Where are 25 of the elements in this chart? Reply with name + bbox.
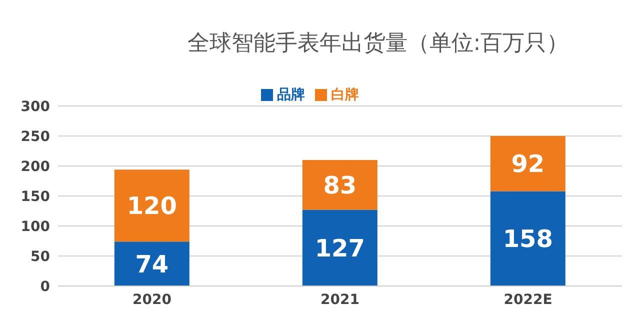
x-tick-label: 2022E [504,292,552,308]
y-tick-label: 0 [40,278,50,295]
y-tick-label: 100 [20,218,50,235]
y-tick-label: 300 [20,98,50,115]
y-tick-label: 150 [20,188,50,205]
data-label: 74 [135,250,169,278]
data-label: 127 [314,234,365,262]
chart-title: 全球智能手表年出货量（单位:百万只） [186,30,570,58]
bar [114,242,190,286]
x-tick-label: 2021 [320,292,360,308]
bar [302,210,378,286]
y-tick-label: 50 [30,248,50,265]
y-tick-label: 200 [20,158,50,175]
legend-label: 品牌 [277,87,305,103]
bar [114,170,190,242]
y-tick-label: 250 [20,128,50,145]
x-tick-label: 2020 [132,292,172,308]
legend-label: 白牌 [331,87,359,103]
bar [490,136,566,192]
data-label: 83 [323,171,357,200]
bar [302,160,378,210]
data-label: 120 [126,192,177,220]
data-label: 158 [502,225,553,254]
bar [490,191,566,286]
data-label: 92 [511,150,545,178]
